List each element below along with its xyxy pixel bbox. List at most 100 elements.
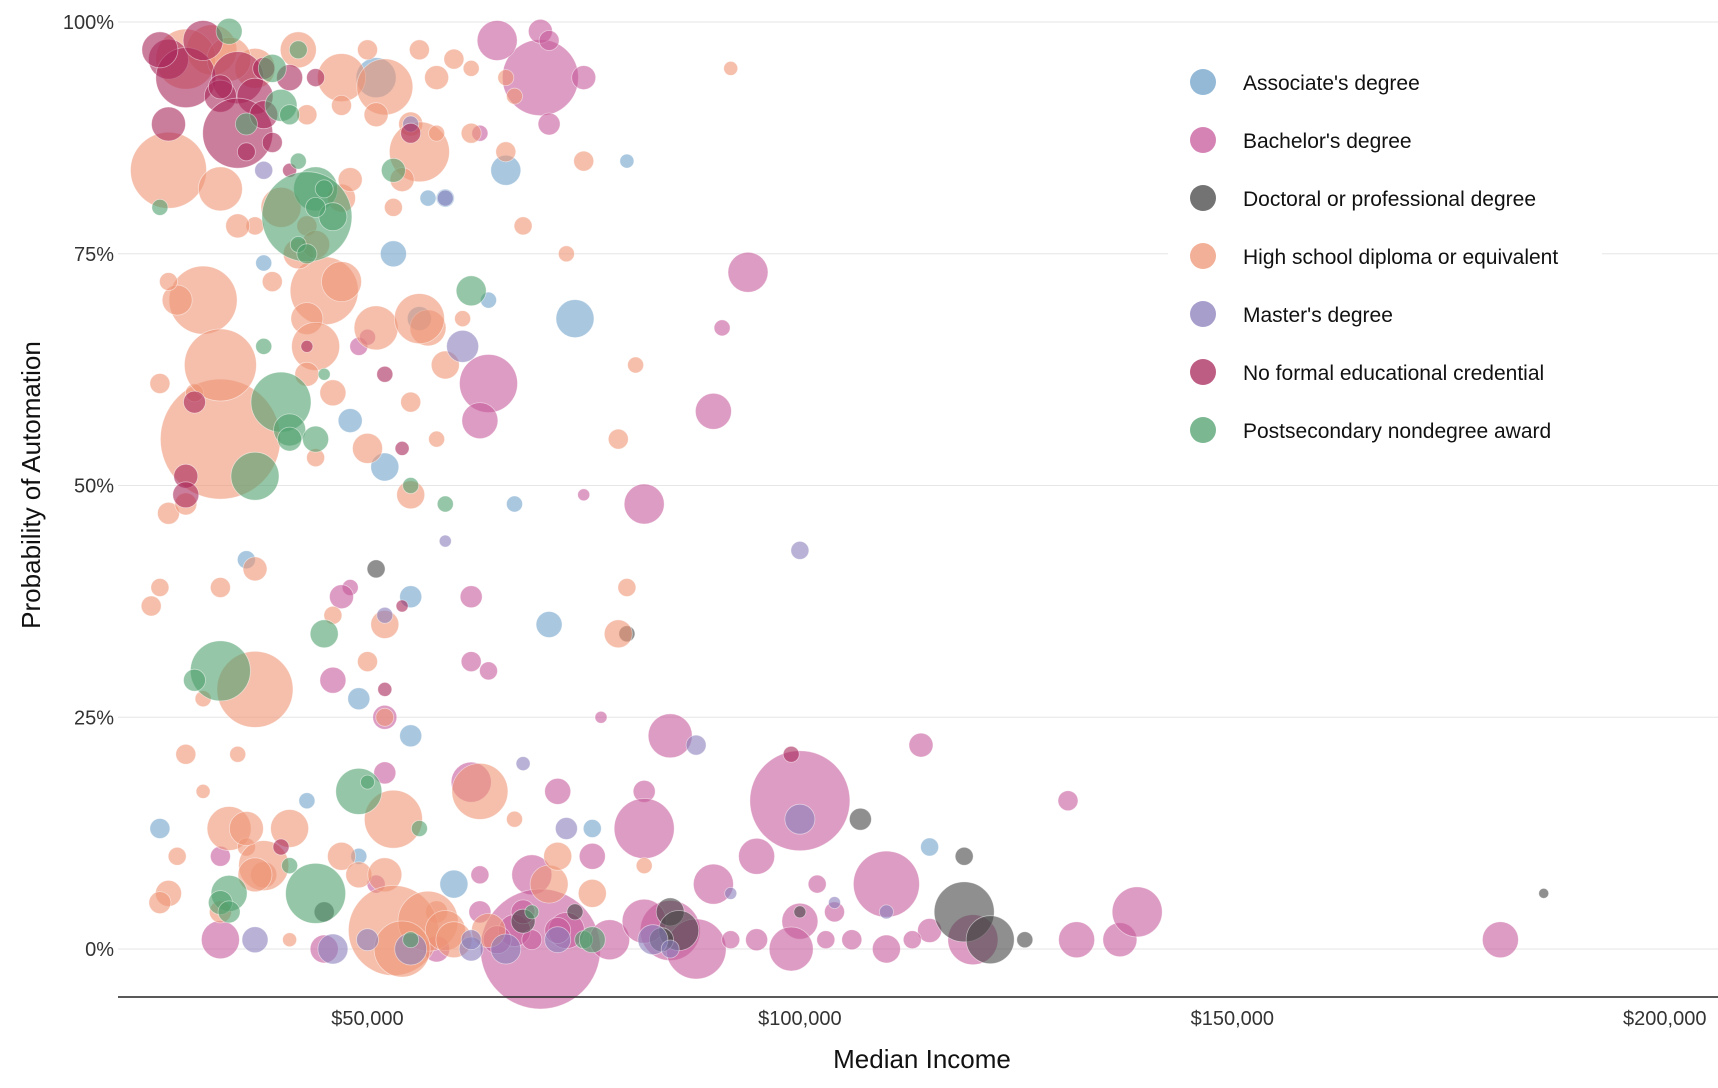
- data-point: [376, 365, 394, 383]
- data-point: [329, 584, 354, 610]
- data-point: [428, 430, 446, 448]
- data-point: [1482, 921, 1519, 959]
- data-point: [408, 39, 430, 61]
- data-point: [317, 933, 349, 965]
- data-point: [272, 838, 290, 856]
- data-point: [331, 95, 352, 116]
- data-point: [402, 931, 420, 949]
- data-point: [234, 112, 258, 136]
- legend-marker: [1190, 417, 1216, 443]
- data-point: [544, 926, 572, 954]
- data-point: [298, 792, 316, 810]
- data-point: [506, 495, 523, 513]
- x-tick-label: $150,000: [1191, 1008, 1274, 1030]
- data-point: [459, 354, 518, 413]
- data-point: [828, 896, 841, 909]
- data-point: [1016, 931, 1034, 949]
- data-point: [255, 254, 273, 272]
- data-point: [727, 251, 769, 293]
- data-point: [159, 272, 178, 292]
- data-point: [954, 846, 974, 866]
- data-point: [410, 820, 428, 837]
- data-point: [376, 606, 394, 624]
- legend-label: Master's degree: [1243, 304, 1393, 327]
- data-point: [558, 245, 575, 263]
- data-point: [490, 933, 522, 965]
- data-point: [908, 732, 934, 758]
- data-point: [200, 920, 240, 960]
- data-point: [738, 837, 775, 875]
- data-point: [357, 39, 378, 61]
- data-point: [723, 61, 739, 76]
- data-point: [790, 541, 810, 560]
- data-point: [497, 69, 515, 86]
- data-point: [279, 104, 301, 126]
- data-point: [230, 451, 280, 501]
- data-point: [151, 198, 169, 216]
- data-point: [544, 778, 572, 805]
- data-point: [288, 40, 308, 60]
- data-point: [685, 734, 707, 756]
- data-point: [619, 153, 635, 169]
- data-point: [793, 905, 807, 919]
- legend-marker: [1190, 69, 1216, 95]
- data-point: [461, 402, 499, 440]
- legend-marker: [1190, 185, 1216, 211]
- y-tick-label: 100%: [63, 12, 114, 34]
- data-point: [1058, 921, 1095, 959]
- data-point: [255, 337, 273, 355]
- data-point: [784, 803, 816, 835]
- data-point: [209, 577, 231, 598]
- data-point: [635, 857, 653, 874]
- y-tick-label: 50%: [74, 476, 114, 498]
- data-point: [150, 578, 170, 597]
- data-point: [366, 559, 386, 579]
- data-point: [309, 619, 339, 649]
- legend: Associate's degree Bachelor's degree Docto…: [1168, 58, 1602, 458]
- data-point: [383, 197, 403, 217]
- data-point: [242, 556, 268, 582]
- legend-label: Bachelor's degree: [1243, 130, 1412, 153]
- data-point: [460, 929, 482, 951]
- data-point: [363, 789, 423, 849]
- legend-marker: [1190, 301, 1216, 327]
- data-point: [749, 750, 851, 852]
- data-point: [217, 900, 241, 924]
- data-point: [360, 774, 375, 790]
- data-point: [745, 928, 768, 952]
- legend-marker: [1190, 243, 1216, 269]
- data-point: [302, 425, 330, 453]
- data-point: [455, 275, 487, 307]
- bubbles: [130, 17, 1550, 1010]
- data-point: [713, 319, 731, 337]
- data-point: [175, 743, 197, 765]
- data-point: [724, 887, 738, 900]
- data-point: [436, 495, 454, 513]
- series-1: [200, 18, 1519, 1010]
- data-point: [1538, 888, 1550, 899]
- data-point: [1057, 790, 1079, 812]
- data-point: [462, 60, 480, 77]
- data-point: [537, 112, 561, 136]
- data-point: [149, 818, 171, 839]
- data-point: [566, 903, 584, 921]
- data-point: [495, 141, 517, 163]
- data-point: [613, 798, 675, 859]
- data-point: [816, 930, 836, 950]
- data-point: [647, 713, 693, 759]
- data-point: [443, 48, 465, 70]
- data-point: [257, 54, 287, 83]
- data-point: [305, 196, 327, 218]
- data-point: [902, 930, 922, 950]
- data-point: [428, 124, 446, 142]
- data-point: [254, 160, 274, 180]
- data-point: [479, 661, 498, 681]
- data-point: [459, 585, 483, 609]
- data-point: [1111, 886, 1163, 938]
- data-point: [446, 329, 480, 363]
- data-point: [317, 367, 331, 381]
- data-point: [402, 477, 420, 494]
- data-point: [400, 391, 422, 413]
- data-point: [660, 939, 680, 959]
- data-point: [506, 810, 523, 828]
